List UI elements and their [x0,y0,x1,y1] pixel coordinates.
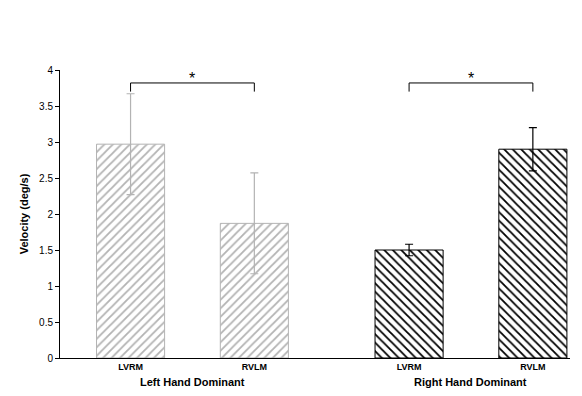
svg-text:RVLM: RVLM [520,362,545,372]
svg-text:1.5: 1.5 [39,245,53,256]
svg-text:Velocity (deg/s): Velocity (deg/s) [18,173,30,254]
svg-text:RVLM: RVLM [242,362,267,372]
svg-text:0.5: 0.5 [39,317,53,328]
svg-text:1: 1 [47,281,53,292]
svg-text:*: * [189,70,195,87]
svg-text:3: 3 [47,137,53,148]
svg-text:2.5: 2.5 [39,173,53,184]
svg-text:LVRM: LVRM [397,362,422,372]
svg-text:*: * [468,70,474,87]
svg-text:Left Hand Dominant: Left Hand Dominant [140,376,245,388]
svg-text:0: 0 [47,353,53,364]
svg-text:4: 4 [47,65,53,76]
svg-text:Right Hand Dominant: Right Hand Dominant [414,376,527,388]
svg-text:LVRM: LVRM [118,362,143,372]
svg-text:3.5: 3.5 [39,101,53,112]
svg-text:2: 2 [47,209,53,220]
